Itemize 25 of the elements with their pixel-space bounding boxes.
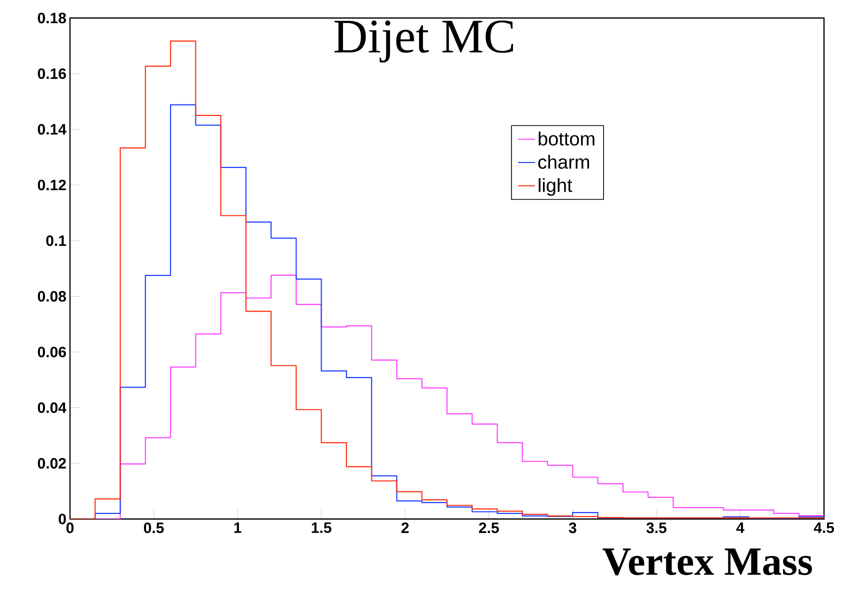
- legend-label: charm: [538, 154, 590, 169]
- x-tick-label: 4: [736, 522, 744, 533]
- x-tick-label: 2.5: [478, 522, 499, 534]
- y-tick-label: 0.06: [38, 346, 66, 358]
- x-tick-label: 1: [234, 522, 242, 533]
- y-tick-label: 0.16: [38, 68, 66, 79]
- x-tick-label: 3.5: [646, 522, 666, 534]
- x-tick-label: 4.5: [814, 522, 834, 533]
- y-tick-label: 0.14: [38, 124, 66, 135]
- legend-label: bottom: [538, 132, 594, 146]
- x-tick-label: 0: [66, 522, 74, 534]
- chart-title: Dijet MC: [334, 20, 514, 63]
- y-tick-label: 0.18: [38, 12, 66, 24]
- y-tick-label: 0: [58, 514, 66, 524]
- x-tick-label: 2: [401, 522, 409, 533]
- y-tick-label: 0.04: [38, 402, 66, 413]
- y-tick-label: 0.02: [38, 458, 66, 469]
- y-tick-label: 0.08: [38, 291, 66, 302]
- x-tick-label: 0.5: [144, 522, 164, 534]
- x-tick-label: 3: [568, 522, 576, 534]
- legend-label: light: [538, 178, 572, 196]
- x-axis-title: Vertex Mass: [602, 548, 812, 576]
- y-tick-label: 0.12: [38, 180, 66, 190]
- y-tick-label: 0.1: [46, 235, 66, 246]
- x-tick-label: 1.5: [312, 522, 332, 533]
